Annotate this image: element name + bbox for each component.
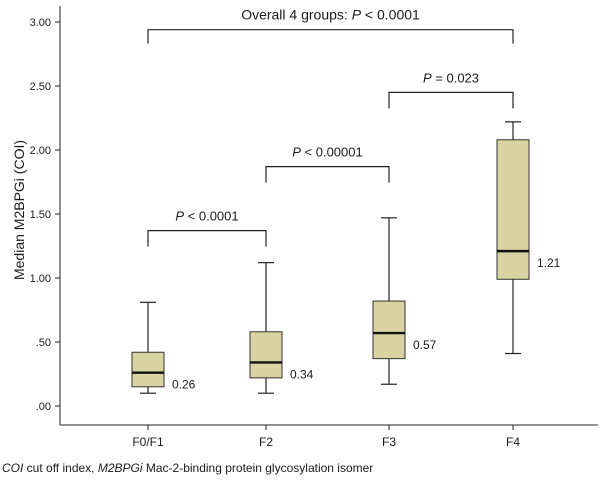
y-tick-label: 2.50 <box>30 81 51 93</box>
p-value: < 0.00001 <box>301 145 363 160</box>
y-tick-label: 2.00 <box>30 145 51 157</box>
box-f0-f1: 0.26 <box>131 301 196 394</box>
box-f3: 0.57 <box>372 217 437 385</box>
p-value: = 0.023 <box>432 70 479 85</box>
bracket-f0-f1-f2: P < 0.0001 <box>147 209 267 247</box>
p-symbol: P <box>292 145 301 160</box>
p-value-label: P < 0.0001 <box>175 209 238 224</box>
y-tick-label: .00 <box>36 401 51 413</box>
p-symbol: P <box>175 209 184 224</box>
x-tick-label: F0/F1 <box>132 435 164 449</box>
footnote: COI cut off index, M2BPGi Mac-2-binding … <box>2 461 373 475</box>
y-axis-label: Median M2BPGi (COI) <box>11 140 27 280</box>
median-value-label: 1.21 <box>537 256 561 270</box>
bracket-line <box>388 91 514 109</box>
overall-label-text: Overall 4 groups: <box>241 7 352 23</box>
p-value: < 0.0001 <box>184 209 239 224</box>
x-tick-label: F4 <box>506 435 520 449</box>
iqr-box <box>249 331 283 379</box>
footnote-coi-text: cut off index, <box>23 461 98 475</box>
p-value-label: Overall 4 groups: P < 0.0001 <box>241 7 420 23</box>
iqr-box <box>372 300 406 360</box>
footnote-coi-abbr: COI <box>2 461 24 475</box>
x-tick-label: F3 <box>382 435 396 449</box>
iqr-box <box>131 351 165 388</box>
iqr-box <box>496 139 530 280</box>
y-tick-label: 1.00 <box>30 273 51 285</box>
footnote-m2bpgi-text: Mac-2-binding protein glycosylation isom… <box>142 461 374 475</box>
y-tick-label: 1.50 <box>30 209 51 221</box>
bracket-line <box>265 166 390 183</box>
p-value-label: P < 0.00001 <box>292 145 362 160</box>
p-value-label: P = 0.023 <box>423 70 479 85</box>
y-tick-label: 3.00 <box>30 17 51 29</box>
y-tick-label: .50 <box>36 337 51 349</box>
bracket-f2-f3: P < 0.00001 <box>265 145 390 183</box>
median-value-label: 0.26 <box>172 378 196 392</box>
boxes: 0.26 0.34 0.57 1.21 <box>131 121 561 394</box>
x-tick-label: F2 <box>259 435 273 449</box>
bracket-line <box>147 230 267 247</box>
box-f4: 1.21 <box>496 121 561 355</box>
p-symbol: P <box>352 7 362 23</box>
bracket-line <box>147 29 514 44</box>
box-f2: 0.34 <box>249 262 314 394</box>
bracket-f0-f1-f4: Overall 4 groups: P < 0.0001 <box>147 7 514 44</box>
p-symbol: P <box>423 70 432 85</box>
axes: .00 .50 1.00 1.50 2.00 2.50 3.00 F0/F1 F2 F3 F4 <box>30 6 598 449</box>
footnote-m2bpgi-abbr: M2BPGi <box>97 461 143 475</box>
p-value: < 0.0001 <box>361 7 420 23</box>
median-value-label: 0.34 <box>290 367 314 381</box>
boxplot-chart: .00 .50 1.00 1.50 2.00 2.50 3.00 F0/F1 F2 F3 F4 0.… <box>11 6 598 449</box>
median-value-label: 0.57 <box>413 338 437 352</box>
bracket-f3-f4: P = 0.023 <box>388 70 514 109</box>
